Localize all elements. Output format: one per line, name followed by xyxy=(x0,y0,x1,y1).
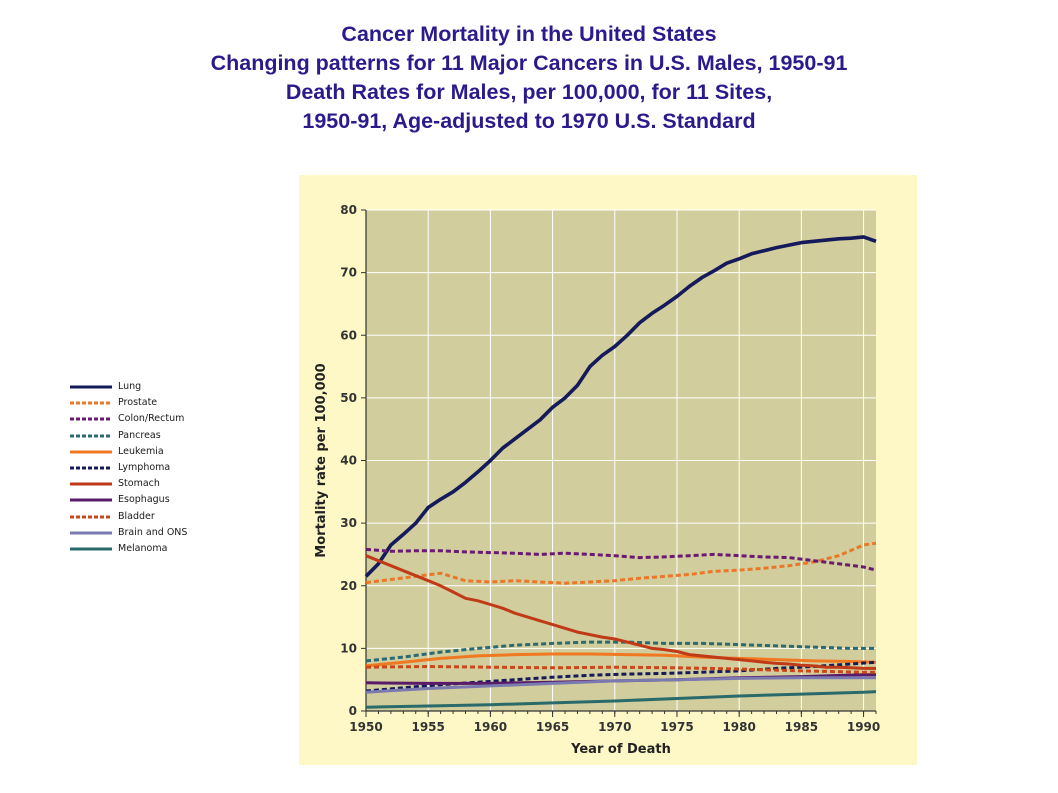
x-tick-label: 1985 xyxy=(785,720,818,734)
y-tick-label: 30 xyxy=(340,516,357,530)
y-tick-label: 10 xyxy=(340,641,357,655)
legend-label: Lymphoma xyxy=(118,461,171,473)
legend-item-colon-rectum: Colon/Rectum xyxy=(70,412,245,428)
legend-label: Bladder xyxy=(118,510,155,522)
legend-swatch xyxy=(70,482,112,486)
legend-swatch xyxy=(70,401,112,405)
legend-item-prostate: Prostate xyxy=(70,396,245,412)
series-line-leukemia xyxy=(365,652,877,668)
legend-swatch xyxy=(70,385,112,389)
x-tick-label: 1960 xyxy=(474,720,507,734)
y-tick-label: 70 xyxy=(340,266,357,280)
legend-label: Stomach xyxy=(118,478,160,490)
series-line-lung xyxy=(364,235,877,578)
series-line-melanoma xyxy=(365,690,877,709)
legend-label: Lung xyxy=(118,381,142,392)
title-line-2: Changing patterns for 11 Major Cancers i… xyxy=(210,51,848,75)
legend-label: Pancreas xyxy=(118,429,161,441)
x-axis-label: Year of Death xyxy=(570,742,671,757)
title-line-1: Cancer Mortality in the United States xyxy=(341,22,717,46)
legend-item-leukemia: Leukemia xyxy=(70,445,245,461)
legend-swatch xyxy=(70,417,112,421)
legend-swatch xyxy=(70,498,112,502)
title-line-3: Death Rates for Males, per 100,000, for … xyxy=(285,80,773,104)
series-line-bladder xyxy=(365,665,876,674)
series-line-pancreas xyxy=(365,640,876,663)
legend-item-esophagus: Esophagus xyxy=(70,493,245,509)
legend-item-lung: Lung xyxy=(70,380,245,396)
y-tick-label: 20 xyxy=(340,579,357,593)
legend-swatch xyxy=(70,515,112,518)
series-line-stomach xyxy=(365,554,876,670)
x-tick-label: 1955 xyxy=(411,720,444,734)
legend-label: Prostate xyxy=(118,397,158,409)
x-tick-label: 1990 xyxy=(847,720,880,734)
y-tick-label: 80 xyxy=(340,203,357,217)
x-tick-label: 1965 xyxy=(536,720,569,734)
legend-item-stomach: Stomach xyxy=(70,477,245,493)
legend-label: Melanoma xyxy=(118,542,168,554)
x-tick-label: 1975 xyxy=(660,720,693,734)
legend-item-bladder: Bladder xyxy=(70,510,245,526)
y-tick-label: 40 xyxy=(340,454,357,468)
series-line-lymphoma xyxy=(365,660,877,693)
legend-item-lymphoma: Lymphoma xyxy=(70,461,245,477)
title-line-4: 1950-91, Age-adjusted to 1970 U.S. Stand… xyxy=(302,109,756,133)
legend-item-pancreas: Pancreas xyxy=(70,429,245,445)
y-tick-label: 50 xyxy=(340,391,357,405)
y-axis-label: Mortality rate per 100,000 xyxy=(314,363,329,557)
x-tick-label: 1970 xyxy=(598,720,631,734)
legend-swatch xyxy=(70,466,112,470)
x-tick-label: 1980 xyxy=(722,720,755,734)
series-line-prostate xyxy=(365,541,877,585)
series-line-brain-and-ons xyxy=(365,676,876,694)
legend-swatch xyxy=(70,434,112,438)
legend-swatch xyxy=(70,450,112,454)
x-tick-label: 1950 xyxy=(349,720,382,734)
legend-item-melanoma: Melanoma xyxy=(70,542,245,558)
legend-label: Esophagus xyxy=(118,494,170,506)
y-tick-label: 0 xyxy=(349,704,357,718)
y-tick-label: 60 xyxy=(340,328,357,342)
chart-panel: 0 10 20 30 40 50 60 70 80 1950 1955 1960 1965 1970 197… xyxy=(299,175,917,765)
legend-label: Colon/Rectum xyxy=(118,413,185,425)
legend: Lung Prostate Colon/Rectum Pancreas Leukemia… xyxy=(70,380,245,558)
legend-item-brain-and-ons: Brain and ONS xyxy=(70,526,245,542)
legend-label: Brain and ONS xyxy=(118,526,188,538)
legend-swatch xyxy=(70,531,112,535)
line-chart: 0 10 20 30 40 50 60 70 80 1950 1955 1960 1965 1970 197… xyxy=(299,175,917,765)
series-line-colon-rectum xyxy=(365,547,877,572)
chart-title: Cancer Mortality in the United States Ch… xyxy=(0,20,1058,136)
legend-swatch xyxy=(70,547,112,551)
legend-label: Leukemia xyxy=(118,445,164,457)
